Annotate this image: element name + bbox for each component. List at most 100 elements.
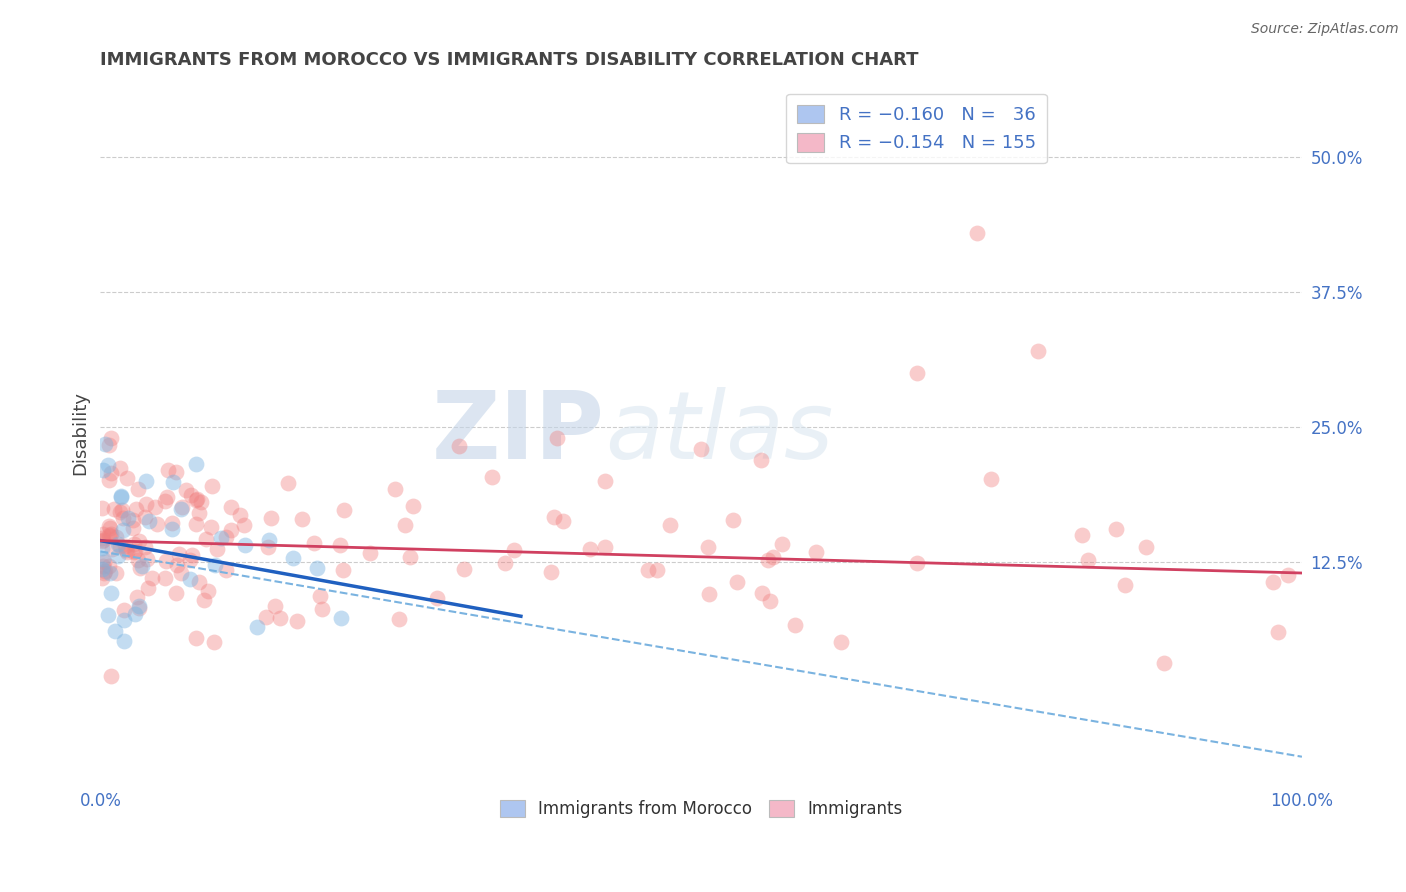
Point xyxy=(197,583,219,598)
Point xyxy=(806,544,828,558)
Point xyxy=(905,556,928,570)
Point xyxy=(229,508,252,522)
Point xyxy=(100,668,122,682)
Point xyxy=(110,490,132,504)
Point xyxy=(830,634,852,648)
Point xyxy=(91,463,114,477)
Point xyxy=(647,563,669,577)
Point xyxy=(98,521,121,535)
Point xyxy=(384,482,406,496)
Point xyxy=(285,614,308,628)
Point xyxy=(111,511,134,525)
Point xyxy=(155,554,177,568)
Point xyxy=(98,519,121,533)
Point xyxy=(100,431,122,445)
Point xyxy=(125,502,148,516)
Point xyxy=(111,524,134,538)
Point xyxy=(188,506,211,520)
Point xyxy=(104,530,127,544)
Point xyxy=(204,558,226,573)
Point xyxy=(193,592,215,607)
Point xyxy=(699,586,721,600)
Point xyxy=(156,490,179,504)
Point xyxy=(145,516,167,531)
Point xyxy=(219,500,242,514)
Point xyxy=(112,634,135,648)
Point xyxy=(90,541,112,556)
Point xyxy=(174,483,197,497)
Point xyxy=(503,543,526,558)
Point xyxy=(170,502,193,516)
Point xyxy=(749,452,772,467)
Point xyxy=(100,586,122,600)
Point xyxy=(121,521,143,535)
Point xyxy=(165,586,187,600)
Point xyxy=(399,549,422,564)
Text: ZIP: ZIP xyxy=(432,386,605,478)
Point xyxy=(127,482,149,496)
Point xyxy=(221,523,243,537)
Point xyxy=(329,611,352,625)
Point xyxy=(215,531,238,545)
Point xyxy=(402,499,425,513)
Point xyxy=(260,511,283,525)
Point xyxy=(129,561,152,575)
Point xyxy=(153,494,176,508)
Point xyxy=(543,510,565,524)
Legend: Immigrants from Morocco, Immigrants: Immigrants from Morocco, Immigrants xyxy=(494,793,910,824)
Point xyxy=(91,526,114,541)
Point xyxy=(136,552,159,566)
Point xyxy=(263,599,285,613)
Point xyxy=(103,502,125,516)
Point xyxy=(783,617,806,632)
Point xyxy=(184,516,207,531)
Point xyxy=(160,516,183,530)
Point xyxy=(659,518,682,533)
Point xyxy=(637,563,659,577)
Point xyxy=(277,475,299,490)
Point xyxy=(162,522,184,536)
Point xyxy=(721,513,744,527)
Point xyxy=(751,586,773,600)
Point xyxy=(453,562,475,576)
Point xyxy=(1071,528,1094,542)
Point xyxy=(759,594,782,608)
Point xyxy=(184,493,207,508)
Point xyxy=(966,226,988,240)
Point xyxy=(110,505,132,519)
Point xyxy=(1105,523,1128,537)
Point xyxy=(184,632,207,646)
Point xyxy=(233,538,256,552)
Point xyxy=(756,553,779,567)
Point xyxy=(245,620,267,634)
Point xyxy=(100,467,122,481)
Point xyxy=(136,581,159,595)
Point xyxy=(97,458,120,472)
Text: atlas: atlas xyxy=(605,387,834,478)
Point xyxy=(540,566,562,580)
Point xyxy=(311,601,333,615)
Point xyxy=(127,590,149,604)
Point xyxy=(447,440,470,454)
Point xyxy=(359,545,381,559)
Point xyxy=(1267,625,1289,640)
Point xyxy=(394,517,416,532)
Point xyxy=(111,503,134,517)
Point xyxy=(138,514,160,528)
Point xyxy=(179,572,201,586)
Point xyxy=(281,551,304,566)
Point xyxy=(91,558,114,573)
Point xyxy=(124,607,146,621)
Point xyxy=(180,488,202,502)
Point xyxy=(122,537,145,551)
Point xyxy=(1135,540,1157,554)
Point xyxy=(128,600,150,615)
Y-axis label: Disability: Disability xyxy=(72,391,89,475)
Point xyxy=(770,537,793,551)
Point xyxy=(90,571,112,585)
Point xyxy=(195,532,218,546)
Point xyxy=(105,566,128,581)
Point xyxy=(165,465,187,479)
Point xyxy=(98,529,121,543)
Point xyxy=(186,492,208,507)
